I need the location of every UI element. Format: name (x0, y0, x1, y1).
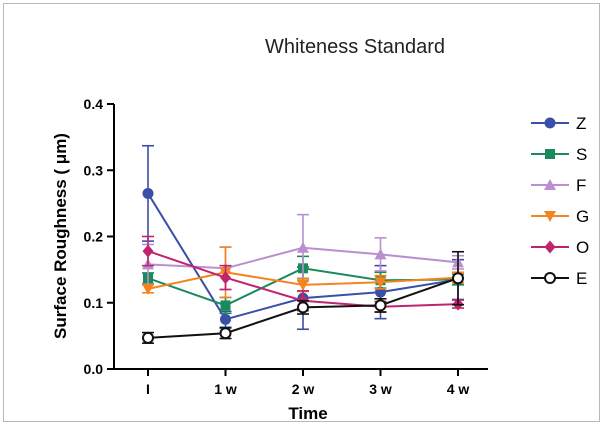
legend-label: Z (576, 114, 586, 133)
y-axis-label: Surface Roughness ( μm) (51, 133, 70, 339)
legend-label: E (576, 269, 587, 288)
legend-item-F: F (531, 176, 586, 195)
y-tick-label: 0.2 (84, 229, 104, 245)
series-E (142, 250, 464, 344)
legend-marker (544, 240, 556, 254)
x-tick-label: 1 w (214, 381, 237, 397)
chart-title: Whiteness Standard (265, 36, 445, 58)
figure-border (3, 3, 600, 422)
legend-marker (544, 117, 556, 129)
legend-item-S: S (531, 145, 587, 164)
data-point-E (219, 327, 232, 340)
data-point-F (374, 248, 387, 260)
data-point-G (297, 279, 309, 291)
legend-marker (545, 149, 555, 159)
data-point-G (374, 277, 387, 289)
data-point-O (220, 271, 231, 285)
legend-item-E: E (531, 269, 587, 288)
series-layer (142, 144, 464, 344)
data-point-E (452, 272, 464, 285)
data-point-E (142, 331, 154, 344)
legend-label: F (576, 176, 586, 195)
data-point-O (142, 244, 154, 258)
data-point-Z (142, 187, 154, 199)
data-point-E (374, 299, 387, 312)
x-tick-label: 3 w (369, 381, 392, 397)
x-tick-label: I (146, 381, 150, 397)
legend-marker (544, 211, 556, 222)
data-point-G (142, 283, 154, 295)
legend-label: G (576, 207, 589, 226)
data-point-F (297, 241, 309, 253)
y-tick-label: 0.0 (84, 361, 104, 377)
legend-item-O: O (531, 238, 589, 257)
y-tick-label: 0.1 (84, 295, 104, 311)
x-axis-label: Time (288, 404, 327, 423)
legend-item-Z: Z (531, 114, 586, 133)
x-tick-label: 4 w (447, 381, 470, 397)
legend-label: O (576, 238, 589, 257)
legend-label: S (576, 145, 587, 164)
legend-item-G: G (531, 207, 589, 226)
y-tick-label: 0.3 (84, 162, 104, 178)
data-point-Z (220, 313, 231, 325)
data-point-S (220, 300, 231, 311)
x-tick-label: 2 w (292, 381, 315, 397)
y-tick-label: 0.4 (84, 96, 104, 112)
data-point-E (297, 301, 309, 314)
legend-marker (544, 272, 556, 284)
legend-marker (544, 179, 556, 190)
axes: 0.0 0.1 0.2 0.3 0.4 I 1 w 2 w 3 w 4 w (84, 96, 488, 397)
